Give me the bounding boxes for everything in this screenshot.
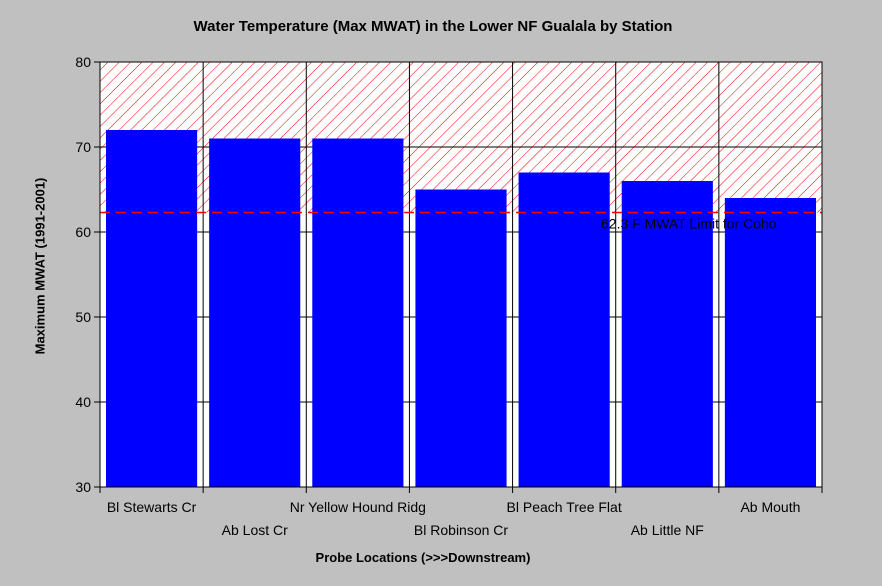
threshold-label: 62.3 F MWAT Limit for Coho <box>601 215 777 231</box>
y-axis-ticks: 30 40 50 60 70 80 <box>75 54 100 495</box>
plot-border <box>99 61 823 488</box>
bar <box>209 138 301 487</box>
chart-title: Water Temperature (Max MWAT) in the Lowe… <box>193 18 673 35</box>
x-tick-label: Nr Yellow Hound Ridg <box>290 499 426 515</box>
bar <box>415 189 507 487</box>
y-tick-label: 40 <box>75 394 91 410</box>
bar <box>312 138 404 487</box>
bar <box>724 198 816 487</box>
x-tick-label: Bl Robinson Cr <box>414 522 508 538</box>
x-tick-label: Bl Peach Tree Flat <box>507 499 622 515</box>
y-tick-label: 60 <box>75 224 91 240</box>
x-tick-label: Ab Little NF <box>631 522 704 538</box>
y-tick-label: 50 <box>75 309 91 325</box>
y-tick-label: 80 <box>75 54 91 70</box>
x-tick-label: Ab Lost Cr <box>222 522 288 538</box>
x-tick-label: Bl Stewarts Cr <box>107 499 197 515</box>
y-tick-label: 70 <box>75 139 91 155</box>
bar <box>518 172 610 487</box>
bars <box>106 130 816 487</box>
bar <box>621 181 713 487</box>
y-tick-label: 30 <box>75 479 91 495</box>
bar <box>106 130 198 487</box>
x-axis-title: Probe Locations (>>>Downstream) <box>315 550 531 565</box>
x-tick-label: Ab Mouth <box>740 499 800 515</box>
